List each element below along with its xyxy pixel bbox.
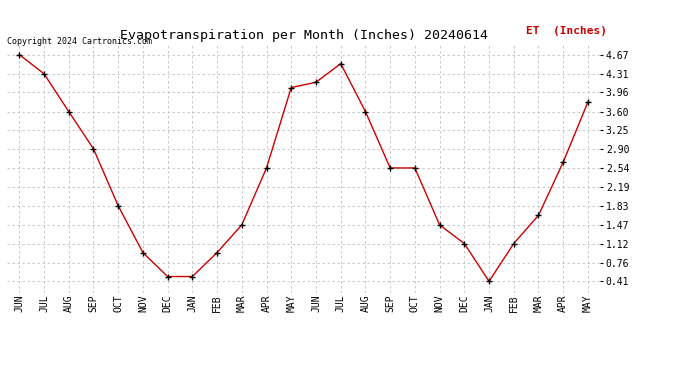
Text: ET  (Inches): ET (Inches)	[526, 26, 607, 36]
Title: Evapotranspiration per Month (Inches) 20240614: Evapotranspiration per Month (Inches) 20…	[119, 30, 488, 42]
Text: Copyright 2024 Cartronics.com: Copyright 2024 Cartronics.com	[7, 38, 152, 46]
